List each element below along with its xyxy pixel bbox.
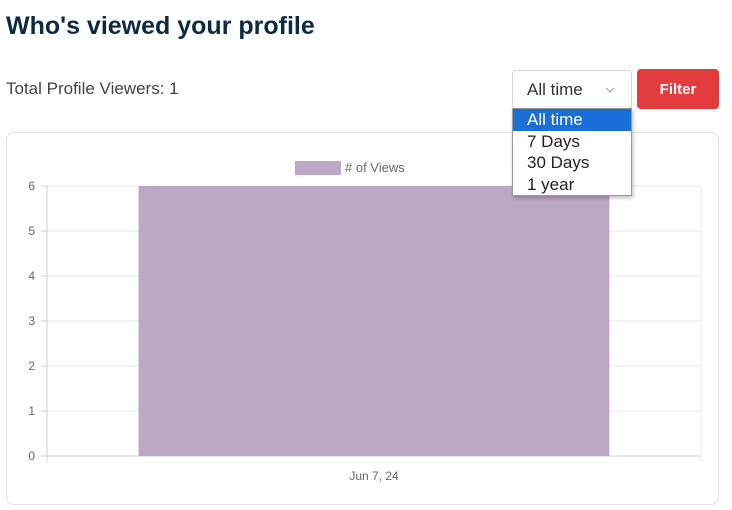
y-tick-label: 6	[28, 179, 35, 193]
legend-label: # of Views	[345, 160, 405, 175]
time-range-dropdown-menu[interactable]: All time 7 Days 30 Days 1 year	[512, 108, 632, 196]
chevron-down-icon	[605, 87, 615, 93]
time-range-selected-value: All time	[527, 80, 583, 99]
bar-jun-7-24	[138, 186, 610, 456]
time-range-option-1-year[interactable]: 1 year	[527, 174, 575, 194]
x-tick-label: Jun 7, 24	[349, 469, 399, 483]
y-tick-label: 5	[28, 224, 35, 238]
total-viewers-text: Total Profile Viewers: 1	[6, 79, 179, 98]
views-bar-chart: 0 1 2 3 4 5 6 Jun 7, 24 # of Views	[28, 160, 702, 483]
y-tick-label: 4	[28, 269, 35, 283]
time-range-option-7-days[interactable]: 7 Days	[527, 131, 580, 151]
y-tick-label: 1	[28, 404, 35, 418]
time-range-option-30-days[interactable]: 30 Days	[527, 153, 590, 172]
time-range-select[interactable]: All time	[512, 70, 632, 109]
legend-swatch	[295, 161, 341, 175]
y-tick-label: 3	[28, 314, 35, 328]
page-title: Who's viewed your profile	[6, 12, 315, 40]
y-tick-label: 2	[28, 359, 35, 373]
filter-button[interactable]: Filter	[637, 69, 719, 109]
time-range-option-all-time[interactable]: All time	[513, 109, 631, 131]
y-tick-label: 0	[28, 449, 35, 463]
